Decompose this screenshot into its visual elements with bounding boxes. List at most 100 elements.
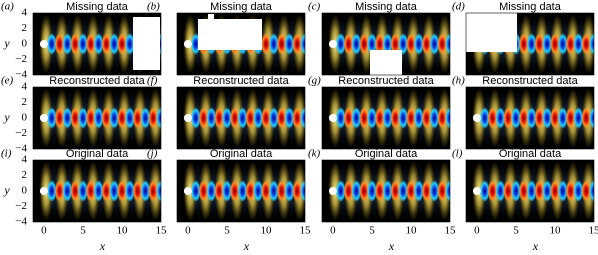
vortex [237,107,248,129]
vortex [140,180,151,202]
missing-region [198,19,262,50]
vortex [308,107,318,129]
x-tick-label: 10 [549,225,561,237]
vortex [164,180,174,202]
y-tick-label: 2 [22,22,28,34]
vortex [308,33,318,55]
panel-label: (k) [308,148,321,160]
vortex [542,107,553,129]
x-tick-label: 0 [185,225,191,237]
vortex [413,180,424,202]
vortex [359,33,370,55]
vortex [70,107,81,129]
y-tick-label: −2 [15,200,27,212]
y-tick-label: 4 [22,81,28,93]
x-tick-label: 10 [260,225,272,237]
x-tick-label: 5 [80,225,86,237]
vortex [581,33,592,55]
panel-title: Missing data [355,1,418,13]
vortex [398,33,409,55]
vortex [565,33,576,55]
missing-region [133,17,160,70]
x-tick-label: 15 [445,225,457,237]
vortex [109,180,120,202]
panel-label: (g) [308,75,321,87]
y-tick-label: 4 [22,7,28,19]
vortex [206,107,217,129]
vortex [124,33,135,55]
vortex [557,33,568,55]
vortex [343,107,354,129]
cylinder [39,40,48,48]
x-tick-label: 15 [589,225,598,237]
panel-title: Missing data [499,1,562,13]
vortex [413,33,424,55]
vortex [557,107,568,129]
vortex [229,180,240,202]
panel-frame [321,12,451,76]
panel-label: (i) [1,148,12,160]
missing-region [466,13,517,52]
panel-title: Reconstructed data [193,75,289,87]
vortex [534,33,545,55]
y-axis-label: y [3,110,10,124]
vortex [398,107,409,129]
y-tick-label: 0 [22,185,28,197]
y-tick-label: 2 [22,96,28,108]
vortex [542,180,553,202]
vortex [335,107,346,129]
vortex [479,180,490,202]
vortex [260,33,271,55]
vortex [85,180,96,202]
vortex [390,180,401,202]
vortex [253,107,264,129]
x-tick-label: 0 [41,225,47,237]
panel-label: (d) [452,1,465,13]
missing-region [208,14,214,20]
vortex [62,107,73,129]
vortex [437,33,448,55]
vortex [437,107,448,129]
flow-field [322,160,450,222]
vortex [54,107,65,129]
panel-label: (e) [1,75,14,87]
vortex [382,180,393,202]
vortex [260,107,271,129]
flow-field [33,160,174,222]
vortex [429,107,440,129]
vortex [85,107,96,129]
panel-frame [32,159,162,223]
vortex [190,107,201,129]
panel-title: Missing data [66,1,129,13]
flow-field [33,87,161,149]
vortex [518,107,529,129]
vortex [140,107,151,129]
x-tick-label: 10 [116,225,128,237]
cylinder [472,187,481,195]
panel-frame [465,86,595,150]
y-axis-label: y [3,183,10,197]
panel-frame [32,86,162,150]
vortex [62,180,73,202]
vortex [132,180,143,202]
vortex [300,107,305,129]
vortex [581,180,592,202]
panel-frame [321,159,451,223]
panel-label: (j) [147,148,158,160]
flow-field [177,87,318,149]
vortex [276,33,287,55]
vortex [565,107,576,129]
panel-label: (b) [147,1,160,13]
y-tick-label: −4 [15,143,27,155]
vortex [101,107,112,129]
vortex [46,33,57,55]
vortex [382,33,393,55]
y-tick-label: 2 [22,169,28,181]
x-axis-label: x [99,239,106,253]
vortex [589,33,594,55]
vortex [124,180,135,202]
vortex [351,180,362,202]
vortex [343,33,354,55]
flow-field [466,87,594,149]
vortex [101,180,112,202]
